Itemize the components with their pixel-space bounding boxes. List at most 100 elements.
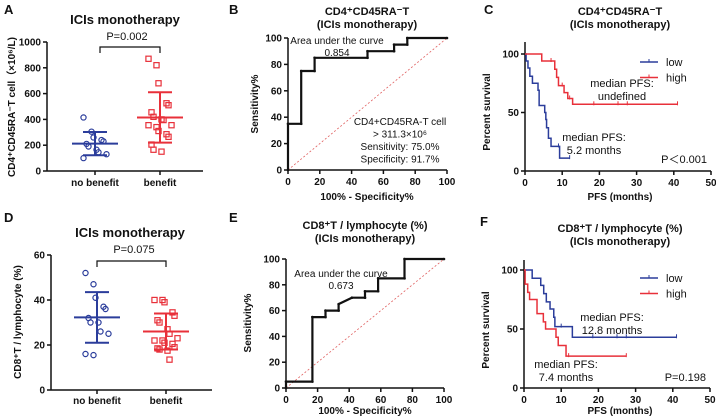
- data-point: [168, 122, 175, 129]
- x-tick-label: 0: [521, 395, 527, 406]
- x-tick-label: 10: [556, 395, 568, 406]
- data-point: [150, 146, 157, 153]
- data-point: [103, 151, 110, 158]
- x-axis-label: 100% - Specificity%: [318, 406, 411, 417]
- category-label: no benefit: [73, 396, 121, 407]
- x-tick-label: 20: [593, 395, 605, 406]
- data-point: [164, 347, 171, 354]
- y-tick-label: 40: [269, 332, 281, 343]
- roc-point: [366, 49, 369, 53]
- roc-point: [324, 309, 327, 312]
- panel-f: F CD8⁺T / lymphocyte (%)(ICIs monotherapy…: [480, 214, 716, 417]
- x-tick-label: 0: [283, 395, 289, 406]
- y-axis-label: Sensitivity%: [250, 74, 261, 133]
- y-tick-label: 0: [39, 386, 45, 397]
- cutoff-annotation: Specificity: 91.7%: [361, 155, 440, 166]
- legend-label-low: low: [666, 273, 683, 285]
- y-tick-label: 0: [35, 167, 41, 178]
- legend-label-low: low: [666, 57, 683, 69]
- data-point: [161, 299, 168, 306]
- x-tick-label: 30: [630, 395, 642, 406]
- y-tick-label: 80: [269, 280, 281, 291]
- roc-point: [311, 315, 314, 319]
- survival-curve-low: [524, 269, 677, 339]
- data-point: [165, 133, 172, 141]
- auc-value: 0.673: [328, 281, 353, 292]
- roc-point: [337, 309, 340, 312]
- roc-point: [442, 257, 446, 261]
- reference-diagonal: [287, 37, 448, 171]
- roc-point: [337, 302, 340, 306]
- panel-e: E CD8⁺T / lymphocyte (%)(ICIs monotherapy…: [229, 210, 453, 417]
- panel-letter: B: [229, 2, 238, 17]
- p-value: P=0.002: [106, 31, 147, 43]
- y-tick-label: 1000: [19, 38, 42, 49]
- data-point: [151, 337, 158, 344]
- y-tick-label: 60: [271, 86, 283, 97]
- x-tick-label: 100: [436, 395, 453, 406]
- data-point: [80, 114, 87, 121]
- category-label: no benefit: [71, 178, 119, 189]
- data-point: [153, 62, 160, 69]
- y-axis-label: CD8⁺T / lymphocyte (%): [13, 265, 24, 379]
- roc-point: [324, 315, 327, 319]
- legend-label-high: high: [666, 73, 687, 85]
- x-tick-label: 100: [439, 177, 456, 188]
- chart-title: CD4⁺CD45RA⁻T: [325, 6, 410, 18]
- legend-label-high: high: [666, 289, 687, 301]
- chart-subtitle: (ICIs monotherapy): [317, 19, 418, 31]
- x-tick-label: 60: [375, 395, 387, 406]
- median-high-label: median PFS:: [534, 359, 598, 371]
- y-axis-label: CD4⁺CD45RA⁻T cell（×10⁶/L): [5, 37, 18, 177]
- y-tick-label: 100: [502, 50, 519, 61]
- x-tick-label: 20: [312, 395, 324, 406]
- data-point: [165, 102, 172, 109]
- median-low-label: median PFS:: [580, 312, 644, 324]
- y-tick-label: 600: [24, 89, 41, 100]
- y-tick-label: 60: [269, 306, 281, 317]
- data-point: [95, 319, 102, 326]
- x-tick-label: 50: [704, 395, 716, 406]
- y-axis-label: Percent survival: [482, 73, 493, 150]
- chart-title: CD8⁺T / lymphocyte (%): [303, 220, 428, 232]
- significance-bracket: [96, 260, 167, 267]
- y-tick-label: 40: [34, 296, 46, 307]
- y-tick-label: 100: [265, 34, 282, 45]
- chart-title: ICIs monotherapy: [75, 225, 186, 240]
- x-tick-label: 80: [410, 177, 422, 188]
- roc-point: [445, 36, 449, 40]
- data-point: [90, 281, 97, 288]
- category-label: benefit: [144, 178, 177, 189]
- data-point: [90, 351, 97, 359]
- data-point: [92, 294, 99, 301]
- cutoff-annotation: Sensitivity: 75.0%: [361, 142, 440, 153]
- data-point: [102, 305, 109, 313]
- chart-subtitle: (ICIs monotherapy): [315, 233, 416, 245]
- y-tick-label: 100: [501, 266, 518, 277]
- auc-label: Area under the curve: [294, 269, 388, 280]
- panel-letter: D: [4, 210, 13, 225]
- x-tick-label: 20: [314, 177, 326, 188]
- roc-point: [286, 168, 290, 172]
- data-point: [151, 296, 158, 304]
- roc-point: [363, 296, 367, 300]
- y-tick-label: 60: [34, 251, 46, 262]
- significance-bracket: [99, 46, 161, 53]
- roc-point: [392, 49, 396, 53]
- chart-subtitle: (ICIs monotherapy): [570, 236, 671, 248]
- x-tick-label: 0: [522, 178, 528, 189]
- y-tick-label: 50: [507, 325, 519, 336]
- y-tick-label: 0: [276, 166, 282, 177]
- data-point: [155, 80, 162, 87]
- panel-letter: E: [229, 210, 238, 225]
- x-tick-label: 20: [594, 178, 606, 189]
- median-high-value: 7.4 months: [539, 372, 594, 384]
- roc-point: [376, 277, 380, 280]
- y-tick-label: 200: [24, 141, 41, 152]
- x-axis-label: PFS (months): [588, 192, 653, 203]
- roc-point: [299, 69, 303, 73]
- median-low-value: 5.2 months: [567, 145, 622, 157]
- survival-curve-high: [525, 53, 678, 106]
- auc-value: 0.854: [324, 48, 349, 59]
- roc-point: [403, 257, 406, 261]
